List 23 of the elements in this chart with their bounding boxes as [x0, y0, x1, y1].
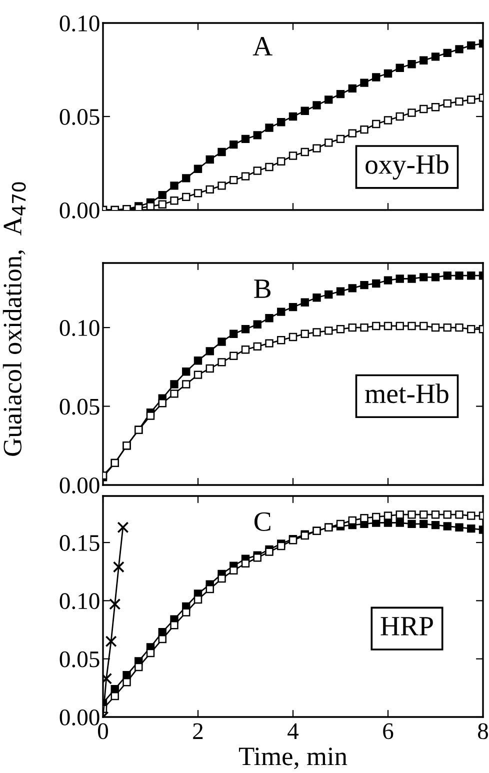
x-tick-label: 0	[98, 723, 108, 740]
y-tick-label: 0.05	[60, 651, 100, 668]
annotation: B	[254, 280, 271, 298]
annotation: A	[252, 37, 272, 56]
x-tick-label: 2	[193, 723, 203, 739]
annotation: oxy-Hb	[366, 154, 448, 180]
y-tick-label: 0.00	[60, 202, 100, 219]
annotation: met-Hb	[365, 384, 448, 404]
y-tick-label: 0.10	[60, 593, 100, 610]
y-tick-label: 0.10	[60, 320, 100, 336]
y-tick-label: 0.00	[60, 709, 100, 726]
y-tick-label: 0.15	[60, 535, 100, 552]
x-tick-label: 6	[383, 723, 394, 740]
y-tick-label: 0.00	[60, 477, 100, 494]
y-axis-title: Guaiacol oxidation, A$_{470}$	[2, 182, 26, 456]
x-axis-title: Time, min	[238, 748, 348, 770]
y-tick-label: 0.05	[60, 108, 100, 126]
y-tick-label: 0.10	[60, 15, 100, 32]
annotation: HRP	[380, 617, 433, 636]
x-tick-label: 4	[288, 723, 299, 739]
x-tick-label: 8	[478, 723, 488, 740]
y-tick-label: 0.05	[60, 398, 100, 415]
annotation: C	[254, 512, 270, 532]
